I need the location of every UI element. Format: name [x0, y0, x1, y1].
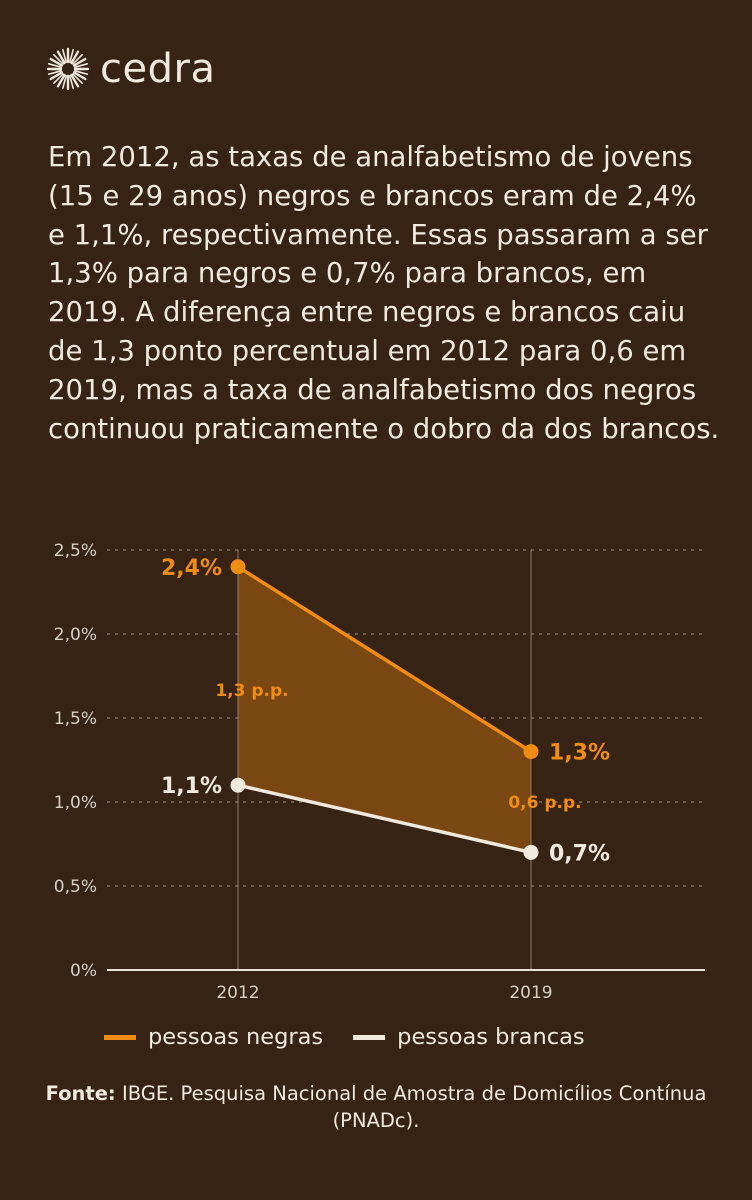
y-tick-label: 2,0% [54, 625, 97, 645]
intro-paragraph: Em 2012, as taxas de analfabetismo de jo… [48, 141, 720, 445]
sun-ray [70, 73, 80, 88]
legend-item-brancas: pessoas brancas [353, 1024, 585, 1050]
y-tick-label: 0,5% [54, 877, 97, 897]
sun-ray [62, 48, 67, 64]
sun-ray [69, 74, 74, 90]
data-point-negras [523, 744, 539, 760]
sun-ray [73, 70, 89, 75]
sun-ray [72, 57, 87, 67]
sun-ray [56, 50, 66, 65]
gap-area [238, 566, 531, 853]
legend: pessoas negras pessoas brancas [104, 1024, 615, 1050]
sun-ray [49, 57, 64, 67]
data-label-negras: 1,3% [549, 741, 610, 766]
series-line-negras [237, 565, 532, 754]
legend-label-negras: pessoas negras [148, 1024, 324, 1050]
sun-ray [47, 70, 63, 75]
legend-label-brancas: pessoas brancas [397, 1024, 585, 1050]
legend-swatch-brancas [353, 1034, 386, 1040]
source-label: Fonte: [45, 1082, 116, 1105]
x-tick-label: 2019 [509, 983, 552, 1003]
sun-ray [47, 63, 63, 68]
sun-ray [72, 54, 83, 65]
gap-label-2012: 1,3 p.p. [215, 681, 288, 701]
series-line-brancas [237, 783, 532, 855]
brand-name: cedra [100, 46, 216, 92]
data-label-brancas: 0,7% [549, 841, 610, 866]
line-chart: 0% 0,5% 1,0% 1,5% 2,0% 2,5% 2012 2019 2,4% 1,3% 1,… [54, 541, 705, 1003]
x-tick-label: 2012 [216, 983, 259, 1003]
gap-label-2019: 0,6 p.p. [508, 793, 581, 813]
sun-ray [72, 73, 83, 84]
y-tick-label: 1,0% [54, 793, 97, 813]
brand-logo: cedra [46, 44, 215, 94]
sun-ray [72, 71, 87, 81]
data-label-negras: 2,4% [161, 556, 222, 581]
legend-item-negras: pessoas negras [104, 1024, 323, 1050]
sun-ray [53, 73, 64, 84]
data-label-brancas: 1,1% [161, 774, 222, 799]
sun-ray [56, 73, 66, 88]
data-point-negras [230, 559, 246, 575]
source-note: Fonte: IBGE. Pesquisa Nacional de Amostr… [40, 1080, 712, 1134]
data-point-brancas [230, 777, 246, 793]
sun-ray [69, 48, 74, 64]
sun-ray [62, 74, 67, 90]
y-tick-label: 0% [70, 961, 97, 981]
legend-swatch-negras [104, 1034, 136, 1040]
sun-ray [73, 63, 89, 68]
sun-icon [46, 47, 90, 91]
sun-ray [49, 71, 64, 81]
data-point-brancas [523, 844, 539, 860]
y-tick-label: 2,5% [54, 541, 97, 561]
source-text: IBGE. Pesquisa Nacional de Amostra de Do… [121, 1082, 707, 1132]
sun-ray [53, 54, 64, 65]
sun-ray [70, 50, 80, 65]
y-tick-label: 1,5% [54, 709, 97, 729]
